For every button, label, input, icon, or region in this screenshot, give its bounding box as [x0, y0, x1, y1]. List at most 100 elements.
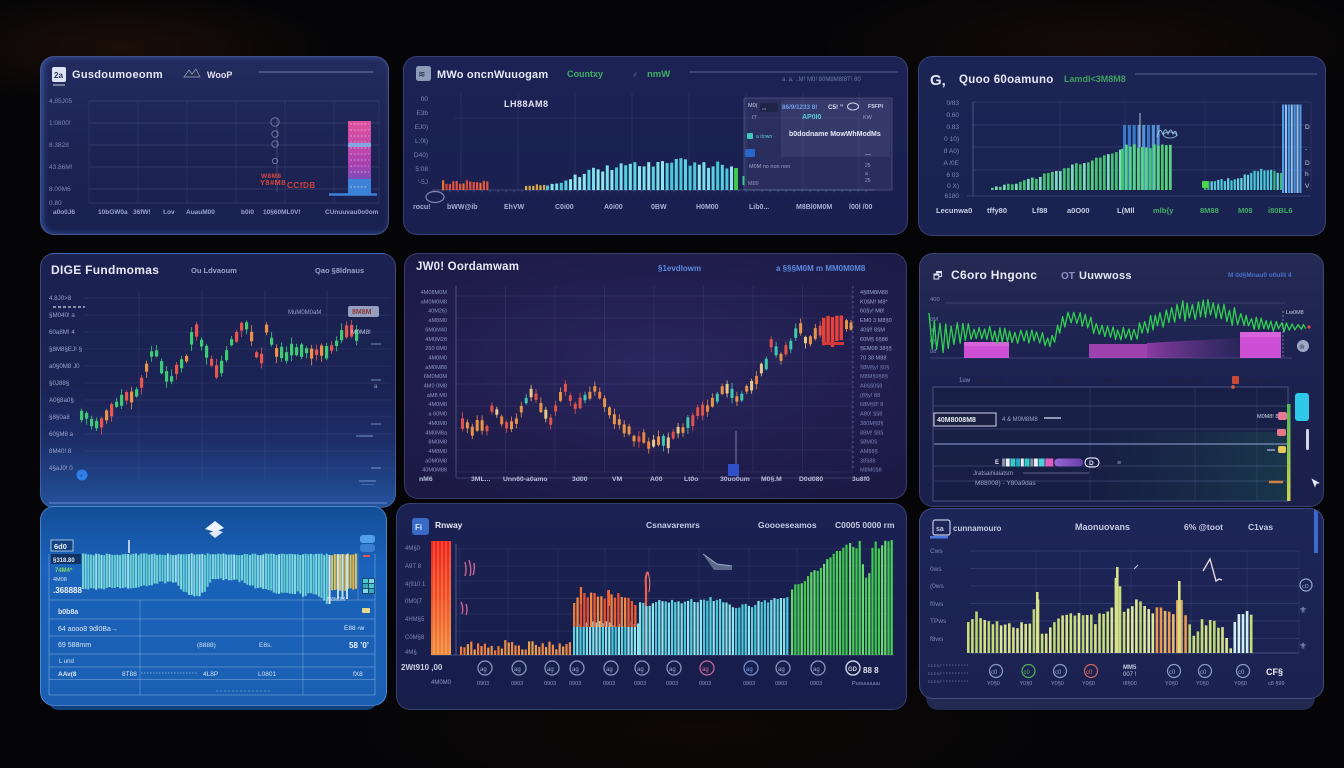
svg-text:L und: L und [59, 659, 74, 665]
svg-text:bWW@ib: bWW@ib [447, 204, 478, 211]
svg-text:◔: ◔ [79, 474, 83, 480]
svg-text:400: 400 [930, 297, 940, 303]
svg-text:25: 25 [865, 178, 871, 184]
svg-text:C0005 0000 rm: C0005 0000 rm [835, 520, 895, 530]
svg-text:ag: ag [547, 667, 554, 673]
svg-text:Quoo 60oamuno: Quoo 60oamuno [959, 74, 1054, 86]
svg-text:C6oro Hngonc: C6oro Hngonc [951, 268, 1037, 282]
svg-text:3u8f0: 3u8f0 [852, 476, 870, 483]
svg-text:c8 §99: c8 §99 [1268, 681, 1285, 687]
svg-text:F5FPI: F5FPI [868, 104, 883, 110]
svg-text:D0d080: D0d080 [799, 476, 823, 483]
svg-text:8M88: 8M88 [1200, 206, 1219, 215]
svg-text:0.83: 0.83 [946, 124, 959, 131]
svg-text:(8§y! 88: (8§y! 88 [860, 393, 880, 399]
svg-text:Gusdoumoeonm: Gusdoumoeonm [72, 69, 163, 81]
svg-text:M8Bl0M0M: M8Bl0M0M [796, 204, 832, 211]
svg-text:'-5J: '-5J [418, 179, 428, 186]
svg-text:ag: ag [813, 667, 820, 673]
svg-text:Cws: Cws [930, 548, 943, 555]
svg-text:68M§8! 8: 68M§8! 8 [860, 402, 883, 408]
svg-text:nM6: nM6 [419, 476, 433, 483]
svg-text:b0i0: b0i0 [241, 209, 254, 216]
svg-text:c0: c0 [1200, 670, 1207, 676]
svg-text:ag: ag [702, 667, 709, 673]
svg-text:IT: IT [752, 115, 758, 121]
svg-text:ag: ag [778, 667, 785, 673]
svg-text:(8888): (8888) [197, 642, 216, 649]
svg-text:L(Mll: L(Mll [1117, 206, 1135, 215]
svg-text:0903: 0903 [666, 681, 678, 687]
svg-text:M0M8!: M0M8! [351, 329, 371, 336]
svg-text:V: V [1305, 183, 1310, 190]
svg-text:§8§0a8: §8§0a8 [49, 414, 70, 421]
svg-text:≋: ≋ [418, 69, 426, 79]
svg-text:0903: 0903 [634, 681, 646, 687]
svg-text:§M040! a: §M040! a [49, 312, 75, 319]
svg-text:nmW: nmW [647, 69, 670, 80]
svg-text:A80! §§8: A80! §§8 [860, 412, 882, 418]
svg-text:⊕: ⊕ [1299, 344, 1305, 351]
svg-text:fX8: fX8 [353, 671, 363, 678]
svg-text:60a8M! 4: 60a8M! 4 [49, 329, 75, 336]
svg-text:AM88§: AM88§ [860, 449, 878, 455]
svg-text:A0§8a0§: A0§8a0§ [49, 397, 74, 404]
svg-text:0.60: 0.60 [946, 112, 959, 119]
svg-text:JW0! Oordamwam: JW0! Oordamwam [416, 261, 519, 273]
svg-text:.........: ......... [928, 671, 941, 677]
svg-text:§0J88§: §0J88§ [49, 380, 70, 387]
svg-text:Countxy: Countxy [567, 69, 603, 79]
svg-text:CCfDB: CCfDB [287, 181, 316, 190]
svg-text:Lw0M8: Lw0M8 [1286, 310, 1304, 316]
svg-text:0M0(7: 0M0(7 [405, 599, 423, 605]
svg-text:sa: sa [936, 526, 944, 533]
svg-text:10§60ML0V!: 10§60ML0V! [263, 209, 301, 216]
svg-text:70 38 M88: 70 38 M88 [860, 355, 886, 361]
svg-text:D: D [1305, 160, 1310, 167]
svg-text:0 10): 0 10) [944, 136, 959, 143]
svg-text:c0: c0 [1024, 670, 1031, 676]
svg-text:H0M00: H0M00 [696, 204, 719, 211]
svg-text:4§aJ0! 0: 4§aJ0! 0 [49, 465, 73, 472]
svg-text:Rnway: Rnway [435, 520, 463, 530]
svg-text:10bGW0a: 10bGW0a [98, 209, 128, 216]
svg-text:1uw: 1uw [959, 378, 971, 384]
svg-text:GD: GD [848, 667, 858, 673]
svg-text:CF§: CF§ [1266, 667, 1283, 677]
svg-text:C0M§8: C0M§8 [405, 635, 425, 641]
svg-text:a0M0M8: a0M0M8 [425, 458, 447, 464]
svg-text:0903: 0903 [699, 681, 711, 687]
svg-text:43.86M!: 43.86M! [49, 164, 73, 171]
svg-text:6 03: 6 03 [946, 172, 959, 179]
svg-text:LH88AM8: LH88AM8 [504, 99, 549, 109]
svg-text:4§8M8M88: 4§8M8M88 [860, 290, 888, 296]
svg-text:3ML...: 3ML... [471, 476, 490, 483]
svg-text:M0M no non non: M0M no non non [749, 164, 790, 170]
svg-text:Puouuuuuu: Puouuuuuu [852, 681, 880, 687]
svg-text:4M0M0: 4M0M0 [431, 680, 452, 686]
svg-text:Lamdl<3M8M8: Lamdl<3M8M8 [1064, 74, 1126, 84]
svg-text:4M0M8: 4M0M8 [428, 402, 447, 408]
svg-text:VM: VM [612, 476, 623, 483]
svg-text:.........: ......... [928, 679, 941, 685]
svg-text:§EM08 38§§: §EM08 38§§ [860, 346, 892, 352]
svg-text:M0M8! 8: M0M8! 8 [1257, 414, 1278, 420]
svg-text:8 A0): 8 A0) [944, 148, 959, 155]
svg-text:Y0§0: Y0§0 [1234, 681, 1247, 687]
svg-text:aM8 M0: aM8 M0 [427, 393, 447, 399]
svg-text:WooP: WooP [207, 70, 232, 80]
svg-text:Ou Ldvaoum: Ou Ldvaoum [191, 266, 237, 275]
svg-text:a 60M0: a 60M0 [428, 412, 447, 418]
svg-text:MuM0M0aM: MuM0M0aM [288, 310, 321, 316]
svg-text:Y0§0: Y0§0 [987, 681, 1000, 687]
svg-text:b0b8a: b0b8a [58, 609, 78, 616]
svg-text:74M4*: 74M4* [55, 568, 73, 574]
svg-text:TPws: TPws [930, 618, 947, 625]
svg-text:Lib0...: Lib0... [749, 204, 769, 211]
svg-text:mlb{y: mlb{y [1153, 206, 1174, 215]
svg-text:4M0M28: 4M0M28 [425, 337, 447, 343]
svg-text:a. a. ..M! M0! 80M8M8f8T! 80: a. a. ..M! M0! 80M8M8f8T! 80 [782, 77, 861, 83]
svg-text:Maonuovans: Maonuovans [1075, 522, 1130, 532]
svg-text:Y0§0: Y0§0 [1165, 681, 1178, 687]
svg-text:Calaban: Calaban [1097, 376, 1127, 385]
